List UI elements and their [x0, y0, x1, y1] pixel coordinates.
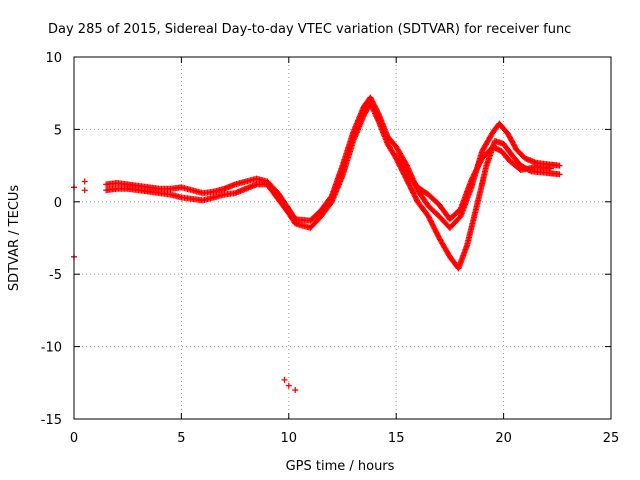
- y-tick-label: 5: [54, 123, 62, 138]
- data-point: [368, 95, 375, 102]
- data-point: [547, 165, 554, 172]
- x-tick-label: 20: [495, 431, 512, 446]
- data-point: [367, 94, 374, 101]
- series-track-b: [103, 100, 563, 272]
- series-isolated: [71, 178, 299, 394]
- y-tick-label: -10: [41, 341, 62, 356]
- data-points: [71, 94, 563, 394]
- data-point: [556, 162, 563, 169]
- data-point: [292, 387, 299, 394]
- axis-ticks: 0 5 10 15 20 25 -15 -10 -5 0 5 10: [41, 51, 620, 446]
- data-point: [556, 171, 563, 178]
- y-tick-label: 10: [45, 51, 62, 66]
- data-point: [81, 178, 88, 185]
- x-tick-label: 0: [70, 431, 78, 446]
- series-track-c: [393, 143, 554, 223]
- y-tick-label: 0: [54, 196, 62, 211]
- gridlines: [74, 57, 611, 419]
- series-track-a: [103, 94, 563, 231]
- y-axis-label: SDTVAR / TECUs: [7, 185, 22, 292]
- plot-frame: [73, 56, 612, 420]
- chart-title: Day 285 of 2015, Sidereal Day-to-day VTE…: [48, 22, 571, 37]
- data-point: [285, 382, 292, 389]
- x-tick-label: 10: [281, 431, 298, 446]
- x-tick-label: 15: [388, 431, 405, 446]
- y-tick-label: -5: [49, 268, 62, 283]
- x-tick-label: 5: [177, 431, 185, 446]
- x-tick-label: 25: [603, 431, 620, 446]
- data-point: [368, 97, 375, 104]
- data-point: [81, 187, 88, 194]
- y-tick-label: -15: [41, 413, 62, 428]
- x-axis-label: GPS time / hours: [286, 459, 395, 474]
- data-point: [281, 376, 288, 383]
